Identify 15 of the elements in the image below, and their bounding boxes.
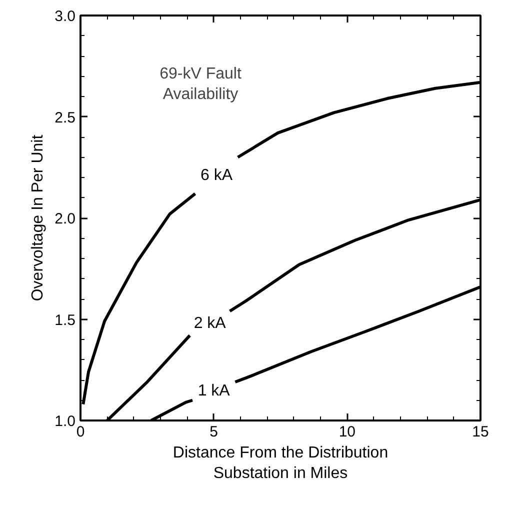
y-axis-title: Overvoltage In Per Unit [30, 134, 47, 302]
series-label: 6 kA [200, 166, 233, 184]
series-label: 2 kA [194, 314, 226, 332]
x-tick-label: 10 [338, 424, 356, 440]
y-tick-label: 1.5 [54, 312, 76, 329]
x-axis-title: Distance From the Distribution Substation in Miles [172, 444, 388, 482]
x-tick-label: 0 [76, 424, 85, 440]
x-tick-label: 5 [210, 424, 218, 440]
annotation: 69-kV Fault Availability [160, 66, 242, 104]
y-tick-label: 1.0 [54, 413, 76, 430]
y-tick-label: 3.0 [54, 8, 76, 25]
x-tick-label: 15 [472, 424, 489, 440]
y-tick-label: 2.0 [54, 210, 76, 228]
series-label: 1 kA [198, 382, 230, 400]
y-tick-label: 2.5 [54, 109, 76, 126]
